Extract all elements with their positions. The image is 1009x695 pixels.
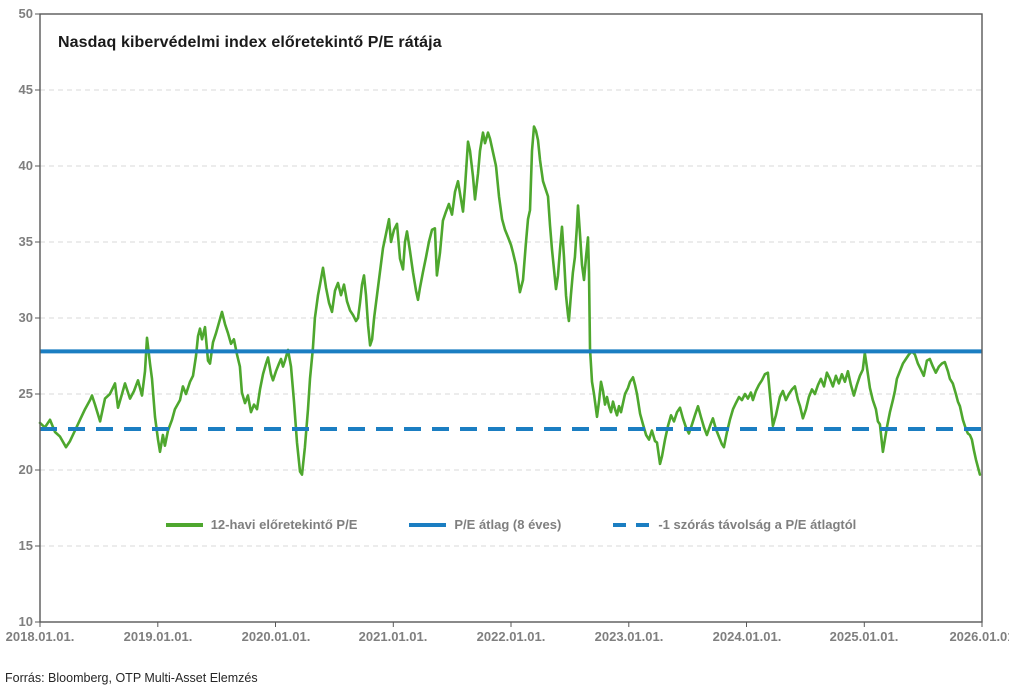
y-tick-label: 45 <box>18 82 33 97</box>
legend-label: P/E átlag (8 éves) <box>454 517 562 532</box>
blue-line-swatch-icon <box>409 522 447 527</box>
y-tick-label: 15 <box>18 538 33 553</box>
y-tick-label: 30 <box>18 310 33 325</box>
x-tick-label: 2023.01.01. <box>594 629 664 644</box>
source-note: Forrás: Bloomberg, OTP Multi-Asset Elemz… <box>5 671 258 685</box>
y-tick-label: 35 <box>18 234 33 249</box>
y-tick-label: 25 <box>18 386 33 401</box>
legend-label: -1 szórás távolság a P/E átlagtól <box>658 517 857 532</box>
x-tick-label: 2024.01.01. <box>712 629 782 644</box>
legend-item-forward-pe: 12-havi előretekintő P/E <box>165 517 358 532</box>
x-tick-label: 2019.01.01. <box>123 629 193 644</box>
x-tick-label: 2018.01.01. <box>5 629 75 644</box>
y-tick-label: 50 <box>18 6 33 21</box>
y-tick-label: 20 <box>18 462 33 477</box>
x-tick-label: 2020.01.01. <box>241 629 311 644</box>
legend: 12-havi előretekintő P/E P/E átlag (8 év… <box>40 517 982 532</box>
x-tick-label: 2022.01.01. <box>476 629 546 644</box>
blue-dashed-swatch-icon <box>613 522 651 527</box>
legend-item-pe-average: P/E átlag (8 éves) <box>409 517 561 532</box>
x-tick-label: 2026.01.01 <box>949 629 1009 644</box>
chart-title: Nasdaq kibervédelmi index előretekintő P… <box>58 34 442 51</box>
y-tick-label: 40 <box>18 158 33 173</box>
legend-item-minus-one-sd: -1 szórás távolság a P/E átlagtól <box>613 517 856 532</box>
y-tick-label: 10 <box>18 614 33 629</box>
legend-label: 12-havi előretekintő P/E <box>210 517 358 532</box>
green-line-swatch-icon <box>165 522 203 527</box>
x-tick-label: 2025.01.01. <box>829 629 899 644</box>
x-tick-label: 2021.01.01. <box>358 629 428 644</box>
